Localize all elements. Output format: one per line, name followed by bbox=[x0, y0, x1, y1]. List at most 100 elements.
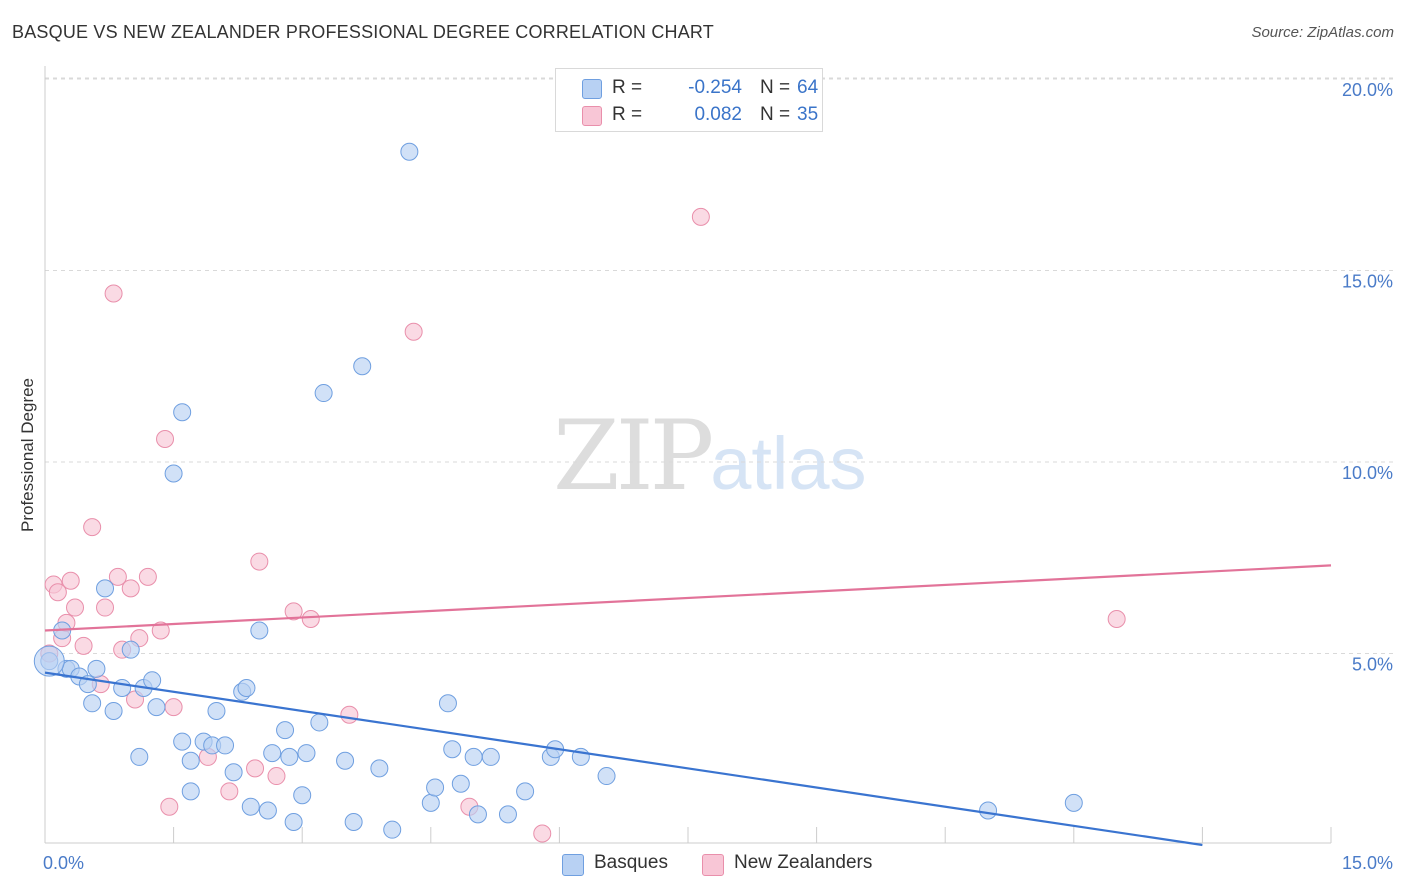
point-new-zealanders bbox=[74, 636, 93, 655]
point-basques bbox=[421, 793, 440, 812]
point-basques bbox=[173, 403, 192, 422]
legend-r-value: -0.254 bbox=[688, 77, 742, 98]
point-basques bbox=[121, 640, 140, 659]
watermark-zip: ZIP bbox=[553, 400, 714, 512]
point-basques bbox=[207, 701, 226, 720]
legend-swatch-new-zealanders bbox=[582, 106, 602, 126]
point-basques bbox=[224, 763, 243, 782]
point-new-zealanders bbox=[83, 518, 102, 537]
point-new-zealanders bbox=[246, 759, 265, 778]
point-basques bbox=[400, 142, 419, 161]
point-new-zealanders bbox=[404, 322, 423, 341]
point-new-zealanders bbox=[250, 552, 269, 571]
point-basques bbox=[284, 813, 303, 832]
legend-swatch-basques bbox=[582, 79, 602, 99]
point-new-zealanders bbox=[160, 797, 179, 816]
point-basques bbox=[276, 721, 295, 740]
point-new-zealanders bbox=[164, 698, 183, 717]
watermark-atlas: atlas bbox=[710, 422, 867, 505]
point-new-zealanders bbox=[96, 598, 115, 617]
y-tick-label: 5.0% bbox=[1352, 655, 1393, 675]
point-new-zealanders bbox=[340, 705, 359, 724]
point-new-zealanders bbox=[138, 567, 157, 586]
point-basques bbox=[181, 782, 200, 801]
bottom-legend-label-basques: Basques bbox=[594, 852, 668, 873]
point-new-zealanders bbox=[108, 567, 127, 586]
point-new-zealanders bbox=[61, 571, 80, 590]
point-new-zealanders bbox=[533, 824, 552, 843]
point-basques bbox=[979, 801, 998, 820]
legend-r-label: R = bbox=[612, 77, 643, 98]
point-basques bbox=[237, 678, 256, 697]
point-new-zealanders bbox=[284, 602, 303, 621]
chart-title: BASQUE VS NEW ZEALANDER PROFESSIONAL DEG… bbox=[12, 22, 715, 42]
point-basques bbox=[1064, 793, 1083, 812]
point-basques bbox=[96, 579, 115, 598]
source-label: Source: ZipAtlas.com bbox=[1251, 24, 1394, 41]
legend-r-value: 0.082 bbox=[694, 104, 742, 125]
trendline-basques bbox=[44, 671, 1203, 847]
point-basques bbox=[181, 751, 200, 770]
point-basques bbox=[464, 747, 483, 766]
point-basques bbox=[336, 751, 355, 770]
point-basques bbox=[481, 747, 500, 766]
bottom-legend-label-new-zealanders: New Zealanders bbox=[734, 852, 873, 873]
point-basques bbox=[443, 740, 462, 759]
point-basques bbox=[83, 694, 102, 713]
point-basques bbox=[344, 813, 363, 832]
point-basques bbox=[113, 678, 132, 697]
point-new-zealanders bbox=[1107, 610, 1126, 629]
point-basques bbox=[130, 747, 149, 766]
point-basques bbox=[164, 464, 183, 483]
point-new-zealanders bbox=[104, 284, 123, 303]
bottom-legend-swatch-basques bbox=[562, 854, 584, 876]
point-basques bbox=[250, 621, 269, 640]
point-new-zealanders bbox=[220, 782, 239, 801]
bottom-legend-swatch-new-zealanders bbox=[702, 854, 724, 876]
point-new-zealanders bbox=[151, 621, 170, 640]
point-basques bbox=[426, 778, 445, 797]
point-basques bbox=[258, 801, 277, 820]
point-basques bbox=[87, 659, 106, 678]
point-basques bbox=[353, 357, 372, 376]
point-basques bbox=[143, 671, 162, 690]
point-new-zealanders bbox=[121, 579, 140, 598]
point-basques bbox=[516, 782, 535, 801]
point-basques bbox=[310, 713, 329, 732]
point-basques bbox=[216, 736, 235, 755]
y-tick-label: 20.0% bbox=[1342, 80, 1393, 100]
point-basques bbox=[104, 701, 123, 720]
correlation-legend: R = -0.254 N = 64 R = 0.082 N = 35 bbox=[555, 68, 823, 132]
point-basques bbox=[498, 805, 517, 824]
point-basques bbox=[468, 805, 487, 824]
point-basques bbox=[370, 759, 389, 778]
point-basques bbox=[173, 732, 192, 751]
point-basques bbox=[451, 774, 470, 793]
y-tick-label: 15.0% bbox=[1342, 272, 1393, 292]
point-basques bbox=[147, 698, 166, 717]
legend-n-label: N = bbox=[760, 77, 791, 98]
point-basques bbox=[280, 747, 299, 766]
x-tick-label: 0.0% bbox=[43, 853, 84, 873]
point-basques bbox=[263, 744, 282, 763]
point-new-zealanders bbox=[691, 207, 710, 226]
legend-n-value: 64 bbox=[797, 77, 819, 98]
point-new-zealanders bbox=[267, 767, 286, 786]
point-new-zealanders bbox=[48, 583, 67, 602]
point-basques bbox=[293, 786, 312, 805]
point-basques-cluster bbox=[33, 645, 65, 677]
y-tick-label: 10.0% bbox=[1342, 463, 1393, 483]
legend-r-label: R = bbox=[612, 104, 643, 125]
point-basques bbox=[241, 797, 260, 816]
point-new-zealanders bbox=[301, 610, 320, 629]
trendline-new-zealanders bbox=[44, 564, 1332, 632]
x-tick-label: 15.0% bbox=[1342, 853, 1393, 873]
point-basques bbox=[383, 820, 402, 839]
point-basques bbox=[297, 744, 316, 763]
watermark: ZIPatlas bbox=[553, 400, 867, 512]
point-basques bbox=[314, 384, 333, 403]
point-new-zealanders bbox=[66, 598, 85, 617]
legend-n-label: N = bbox=[760, 104, 791, 125]
point-new-zealanders bbox=[156, 430, 175, 449]
